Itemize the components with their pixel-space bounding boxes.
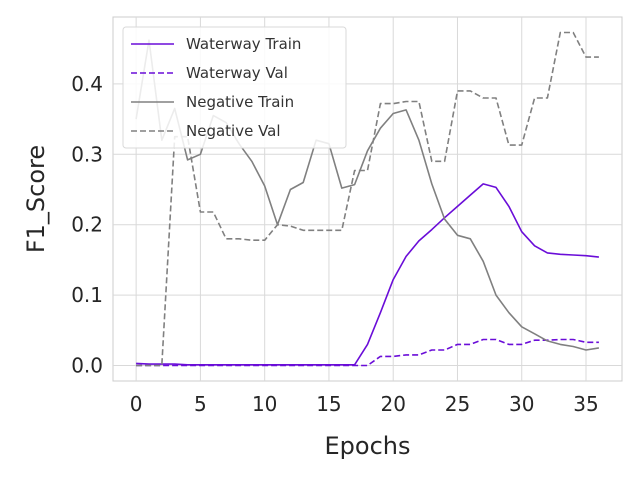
legend-label: Negative Val bbox=[186, 122, 281, 140]
legend: Waterway Train Waterway Val Negative Train… bbox=[122, 26, 347, 149]
legend-label: Negative Train bbox=[186, 93, 294, 111]
x-tick-label: 15 bbox=[316, 392, 341, 416]
y-tick-label: 0.0 bbox=[71, 354, 103, 378]
x-tick-labels: 0 5 10 15 20 25 30 35 bbox=[130, 392, 599, 416]
legend-box bbox=[122, 26, 347, 149]
y-tick-label: 0.2 bbox=[71, 213, 103, 237]
y-tick-label: 0.4 bbox=[71, 72, 103, 96]
y-axis-title: F1_Score bbox=[22, 145, 50, 253]
x-tick-label: 0 bbox=[130, 392, 143, 416]
x-tick-label: 35 bbox=[573, 392, 598, 416]
x-tick-label: 20 bbox=[380, 392, 405, 416]
series-line-negative-val bbox=[136, 31, 599, 367]
series-line-waterway-val bbox=[136, 338, 599, 367]
y-tick-label: 0.1 bbox=[71, 283, 103, 307]
x-tick-label: 30 bbox=[509, 392, 534, 416]
x-tick-label: 5 bbox=[194, 392, 207, 416]
legend-label: Waterway Val bbox=[186, 64, 288, 82]
x-tick-label: 10 bbox=[252, 392, 277, 416]
x-tick-label: 25 bbox=[445, 392, 470, 416]
y-tick-labels: 0.0 0.1 0.2 0.3 0.4 bbox=[71, 72, 103, 378]
legend-label: Waterway Train bbox=[186, 35, 301, 53]
x-axis-title: Epochs bbox=[325, 432, 411, 460]
y-tick-label: 0.3 bbox=[71, 142, 103, 166]
